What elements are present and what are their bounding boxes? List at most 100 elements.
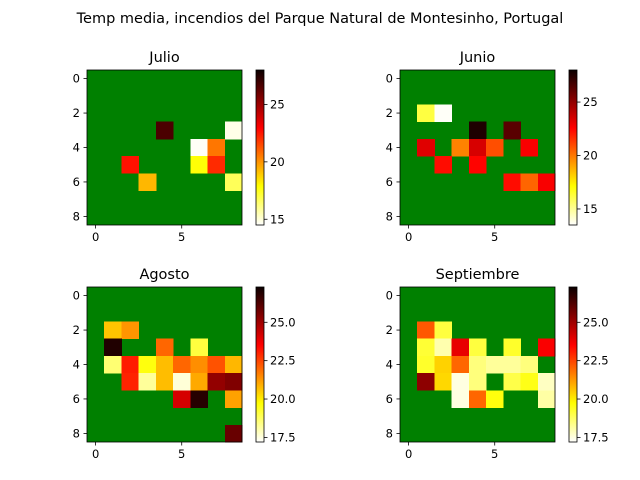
heatmap-cell <box>451 338 470 357</box>
heatmap-cell <box>417 138 435 157</box>
heatmap-cell <box>417 373 435 391</box>
colorbar <box>256 287 264 442</box>
y-tick-label: 0 <box>386 72 393 86</box>
x-tick-label: 5 <box>178 230 185 244</box>
heatmap-cell <box>503 173 521 191</box>
figure-title: Temp media, incendios del Parque Natural… <box>76 11 564 27</box>
x-tick-label: 0 <box>405 230 412 244</box>
heatmap-cell <box>190 390 208 408</box>
heatmap-cell <box>224 424 243 443</box>
heatmap-cell <box>190 138 208 157</box>
y-tick-label: 4 <box>386 141 393 155</box>
heatmap-cell <box>207 156 226 174</box>
heatmap-cell <box>173 390 191 408</box>
heatmap-cell <box>451 355 470 374</box>
y-tick-label: 6 <box>73 392 80 406</box>
y-tick-label: 2 <box>386 323 393 337</box>
heatmap-cell <box>121 156 140 174</box>
y-tick-label: 2 <box>73 106 80 120</box>
heatmap-cell <box>520 138 539 157</box>
heatmap-cell <box>520 373 539 391</box>
heatmap-cell <box>224 373 243 391</box>
heatmap-cell <box>173 355 191 374</box>
heatmap-cell <box>121 321 140 340</box>
heatmap-cell <box>434 104 453 123</box>
colorbar-frame <box>568 69 578 226</box>
heatmap-cell <box>121 355 140 374</box>
heatmap-cell <box>468 156 487 174</box>
heatmap-cell <box>224 390 243 408</box>
y-tick-label: 4 <box>73 358 80 372</box>
panel-title: Agosto <box>139 267 189 283</box>
heatmap-cell <box>486 355 504 374</box>
y-tick-label: 8 <box>386 426 393 440</box>
x-tick-label: 5 <box>491 447 498 461</box>
heatmap-cell <box>417 355 435 374</box>
heatmap-cell <box>104 355 122 374</box>
y-tick-label: 0 <box>73 72 80 86</box>
colorbar-tick-label: 15 <box>270 212 285 226</box>
heatmap-cell <box>434 156 453 174</box>
heatmap-cell <box>468 138 487 157</box>
heatmap-cell <box>190 338 208 357</box>
y-tick-label: 6 <box>386 392 393 406</box>
heatmap-cell <box>468 390 487 408</box>
colorbar <box>256 70 264 225</box>
heatmap-cell <box>503 355 521 374</box>
heatmap-cell <box>468 373 487 391</box>
heatmap-cell <box>224 121 243 140</box>
colorbar-tick-label: 20 <box>583 149 598 163</box>
heatmap-cell <box>417 104 435 123</box>
heatmap-cell <box>207 373 226 391</box>
heatmap-cell <box>486 138 504 157</box>
heatmap-cell <box>537 390 556 408</box>
y-tick-label: 8 <box>73 209 80 223</box>
x-tick-label: 0 <box>92 230 99 244</box>
heatmap-cell <box>451 138 470 157</box>
heatmap-cell <box>104 321 122 340</box>
colorbar-tick-label: 25.0 <box>583 315 609 329</box>
heatmap-cell <box>503 373 521 391</box>
heatmap-cell <box>155 338 174 357</box>
heatmap-cell <box>138 355 157 374</box>
heatmap-cell <box>207 138 226 157</box>
heatmap-cell <box>224 173 243 191</box>
y-tick-label: 8 <box>386 209 393 223</box>
colorbar-tick-label: 20.0 <box>583 392 609 406</box>
panel-title: Junio <box>459 50 496 66</box>
heatmap-cell <box>121 373 140 391</box>
heatmap-cell <box>190 373 208 391</box>
y-tick-label: 0 <box>386 289 393 303</box>
heatmap-cell <box>417 321 435 340</box>
y-tick-label: 8 <box>73 426 80 440</box>
heatmap-cell <box>537 373 556 391</box>
heatmap-cell <box>520 173 539 191</box>
colorbar-frame <box>568 286 578 443</box>
colorbar-tick-label: 22.5 <box>270 354 296 368</box>
colorbar-frame <box>255 69 265 226</box>
heatmap-cell <box>434 338 453 357</box>
heatmap-cell <box>104 338 122 357</box>
y-tick-label: 6 <box>386 175 393 189</box>
colorbar-tick-label: 17.5 <box>270 430 296 444</box>
heatmap-cell <box>503 338 521 357</box>
y-tick-label: 2 <box>73 323 80 337</box>
heatmap-cell <box>434 321 453 340</box>
y-tick-label: 0 <box>73 289 80 303</box>
colorbar-tick-label: 15 <box>583 202 598 216</box>
heatmap-cell <box>451 390 470 408</box>
y-tick-label: 6 <box>73 175 80 189</box>
colorbar-tick-label: 25.0 <box>270 315 296 329</box>
heatmap-cell <box>190 156 208 174</box>
heatmap-cell <box>503 121 521 140</box>
heatmap-cell <box>224 355 243 374</box>
heatmap-cell <box>417 338 435 357</box>
heatmap-panel-junio: Junio 0 5 0 2 4 6 8 15 20 25 <box>386 50 598 244</box>
colorbar-tick-label: 25 <box>270 97 285 111</box>
x-tick-label: 5 <box>178 447 185 461</box>
heatmap-cell <box>434 373 453 391</box>
heatmap-cell <box>138 173 157 191</box>
colorbar-tick-label: 25 <box>583 95 598 109</box>
